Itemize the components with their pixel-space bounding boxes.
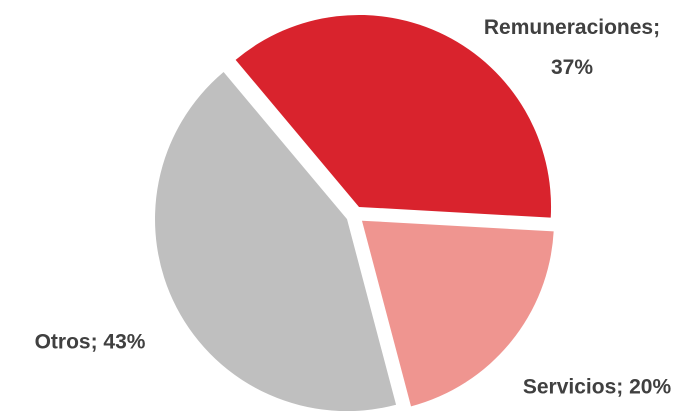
pie-slice (155, 72, 397, 412)
data-label: Remuneraciones; 37% (484, 16, 660, 79)
pie-slice (235, 14, 552, 218)
data-label-line: 37% (551, 56, 593, 79)
data-label: Otros; 43% (35, 331, 146, 354)
data-label: Servicios; 20% (523, 376, 672, 399)
pie-slice (361, 220, 554, 407)
data-label-line: Remuneraciones; (484, 16, 660, 39)
